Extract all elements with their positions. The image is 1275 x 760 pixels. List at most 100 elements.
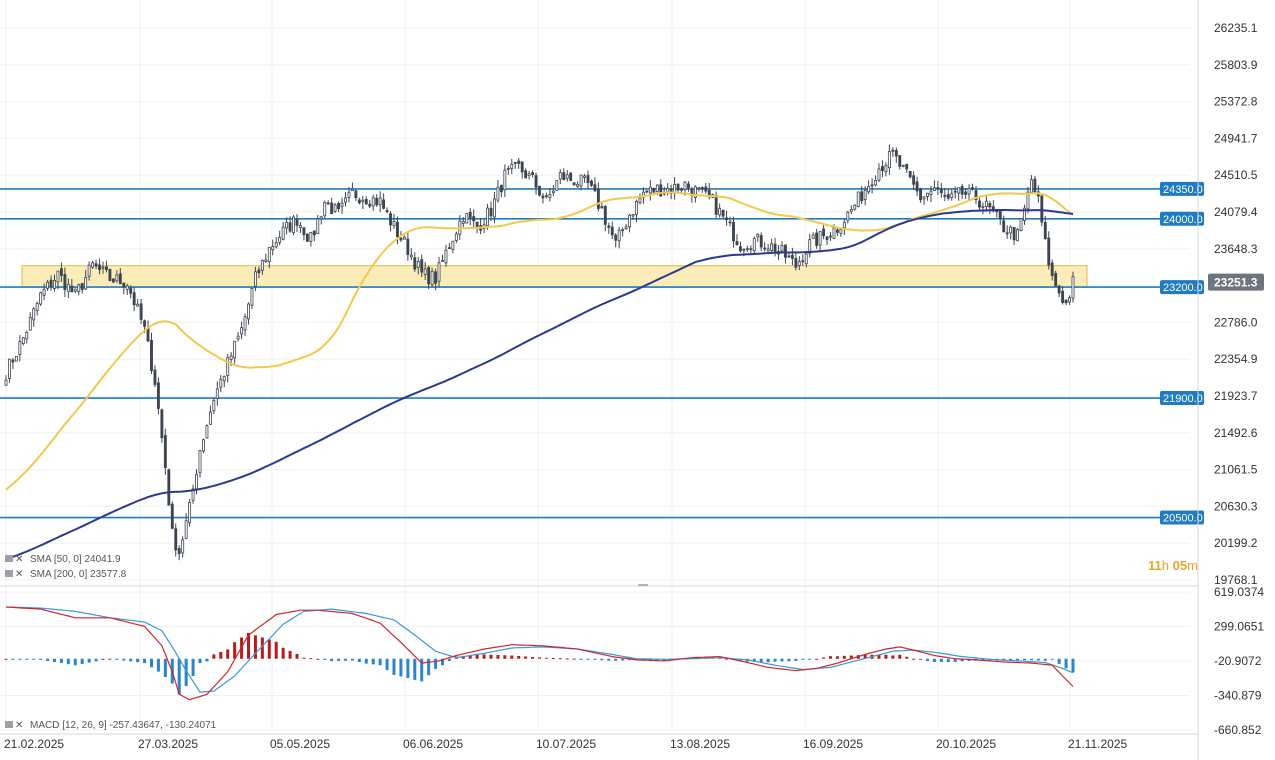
support-resistance-zone [21, 265, 1088, 288]
candle-body [423, 268, 427, 275]
time-tick-label: 13.08.2025 [670, 737, 730, 751]
candle-body [53, 280, 56, 289]
macd-histogram-bar [247, 632, 250, 659]
level-label: 20500.0 [1163, 513, 1203, 525]
candle-body [978, 200, 981, 208]
candle-body [4, 379, 8, 386]
candle-body [939, 188, 943, 194]
candle-body [842, 221, 846, 229]
macd-histogram-bar [939, 658, 943, 662]
candle-body [402, 236, 406, 240]
macd-histogram-bar [385, 658, 389, 671]
sma200-legend-icon[interactable] [5, 570, 13, 577]
macd-histogram-bar [510, 655, 514, 659]
candle-body [375, 197, 379, 206]
macd-close-icon[interactable]: ✕ [15, 720, 23, 731]
candle-body [153, 369, 157, 385]
macd-histogram-bar [350, 658, 354, 661]
candle-body [264, 259, 268, 262]
candle-body [579, 174, 583, 187]
price-tick-label: 26235.1 [1214, 21, 1258, 35]
horizontal-levels[interactable]: 24350.0 24000.0 23200.0 21900.0 20500.0 [0, 181, 1204, 525]
candle-body [226, 357, 230, 376]
candle-body [534, 175, 538, 188]
macd-histogram-bar [468, 655, 472, 659]
candle-body [167, 469, 171, 506]
candle-body [170, 503, 174, 529]
macd-histogram-bar [18, 658, 22, 660]
candle-body [562, 172, 566, 181]
macd-histogram-bar [621, 658, 625, 661]
macd-histogram-bar [87, 658, 91, 663]
candle-body [288, 222, 292, 232]
pane-divider-handle[interactable] [638, 584, 648, 586]
candle-body [253, 271, 257, 287]
macd-legend-icon[interactable] [5, 721, 13, 728]
macd-histogram-bar [953, 658, 957, 662]
candle-body [1002, 220, 1006, 233]
candle-body [188, 502, 192, 524]
macd-histogram-bar [1036, 658, 1040, 661]
macd-histogram-bar [25, 658, 29, 660]
candle-body [718, 207, 722, 216]
macd-legend: ✕ MACD [12, 26, 9] -257.43647, -130.2407… [5, 720, 217, 731]
candle-body [240, 327, 244, 335]
candle-body [811, 234, 815, 239]
candle-body [967, 187, 971, 195]
candle-body [1043, 222, 1047, 240]
candle-body [1019, 218, 1023, 231]
time-tick-label: 21.02.2025 [4, 737, 64, 751]
macd-histogram-bar [960, 658, 964, 662]
macd-histogram-bar [413, 658, 417, 680]
candle-body [590, 180, 593, 186]
candle-body [295, 218, 299, 226]
level-label-bg [1160, 181, 1204, 196]
candle-body [18, 341, 22, 355]
candle-body [499, 184, 503, 193]
macd-histogram-bar [191, 658, 195, 676]
macd-legend-text: MACD [12, 26, 9] -257.43647, -130.24071 [30, 720, 217, 731]
candle-body [936, 187, 940, 190]
level-label-bg [1160, 510, 1204, 525]
candle-body [929, 190, 933, 196]
macd-histogram-bar [926, 658, 929, 661]
candle-body [454, 233, 458, 241]
price-tick-label: 24079.4 [1214, 205, 1258, 219]
macd-histogram-bar [898, 654, 902, 659]
candle-body [881, 166, 884, 172]
time-tick-label: 27.03.2025 [138, 737, 198, 751]
candle-body [635, 200, 638, 215]
candle-body [32, 308, 36, 321]
macd-tick-label: -20.9072 [1214, 654, 1262, 668]
candle-body [136, 303, 140, 307]
sma200-close-icon[interactable]: ✕ [15, 569, 23, 580]
price-tick-label: 20630.3 [1214, 499, 1258, 513]
macd-histogram-bar [441, 658, 444, 666]
time-tick-label: 16.09.2025 [803, 737, 863, 751]
macd-histogram-bar [475, 654, 479, 659]
candle-body [427, 267, 431, 285]
price-tick-label: 21492.6 [1214, 426, 1258, 440]
candle-body [430, 270, 434, 286]
candle-body [84, 277, 88, 290]
candle-body [998, 209, 1002, 220]
candle-body [621, 229, 625, 232]
candle-body [721, 209, 725, 217]
macd-histogram-bar [538, 657, 541, 659]
candle-body [163, 435, 167, 468]
candle-body [389, 213, 392, 226]
candle-body [541, 195, 545, 199]
macd-histogram-bar [226, 649, 230, 659]
sma50-close-icon[interactable]: ✕ [15, 554, 23, 565]
candle-body [631, 213, 635, 217]
candle-body [271, 246, 275, 251]
candle-body [278, 237, 282, 243]
macd-histogram-bar [406, 658, 410, 679]
candle-body [1026, 191, 1030, 210]
candle-body [714, 195, 718, 215]
sma50-legend-icon[interactable] [5, 555, 13, 562]
candle-body [42, 288, 46, 296]
candle-body [1057, 285, 1061, 294]
candle-body [236, 335, 240, 340]
